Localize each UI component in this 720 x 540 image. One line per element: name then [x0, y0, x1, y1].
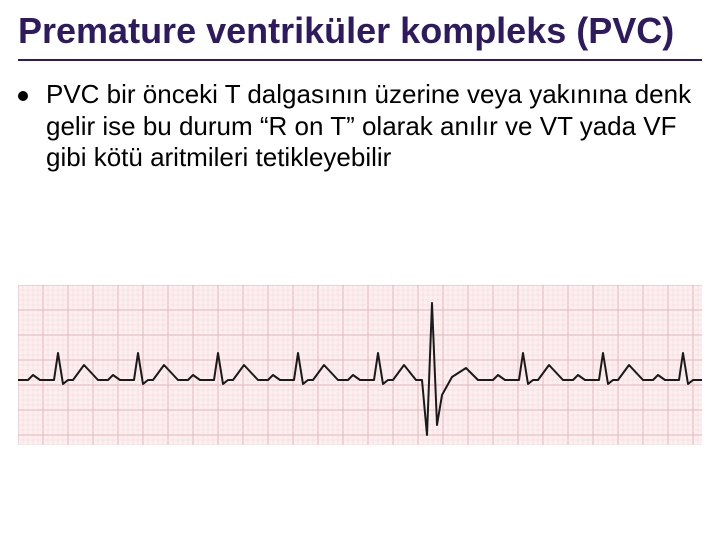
ecg-strip	[18, 285, 702, 445]
bullet-row: PVC bir önceki T dalgasının üzerine veya…	[18, 79, 702, 173]
content-area: PVC bir önceki T dalgasının üzerine veya…	[0, 71, 720, 173]
ecg-svg	[18, 285, 702, 445]
ecg-grid	[18, 285, 702, 445]
bullet-text: PVC bir önceki T dalgasının üzerine veya…	[46, 79, 702, 173]
slide-title: Premature ventriküler kompleks (PVC)	[0, 0, 720, 57]
title-underline	[18, 59, 702, 61]
bullet-icon	[18, 91, 28, 101]
